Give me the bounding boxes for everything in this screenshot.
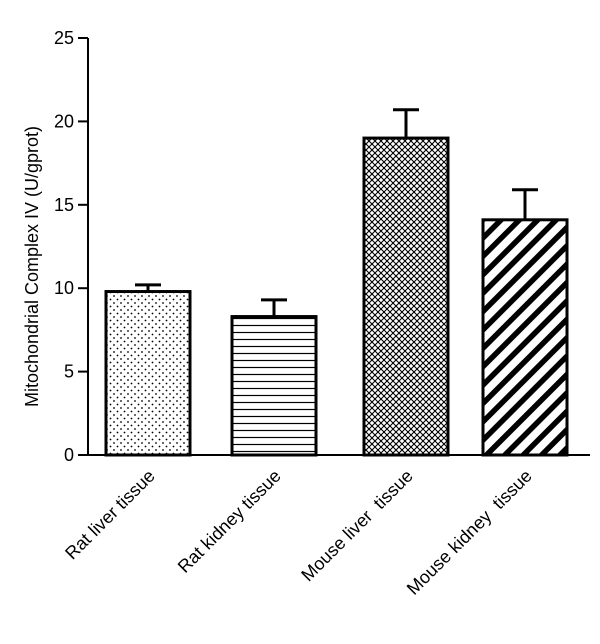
y-tick-label: 25 xyxy=(54,28,74,48)
y-ticks: 0 5 10 15 20 25 xyxy=(54,28,88,465)
bar-4 xyxy=(481,218,569,457)
bar-2 xyxy=(230,315,318,457)
x-tick-label: Mouse kidney tissue xyxy=(403,466,536,599)
bar-1 xyxy=(104,290,192,457)
x-tick-label: Rat kidney tissue xyxy=(174,466,285,577)
y-tick-label: 5 xyxy=(64,362,74,382)
y-axis-label: Mitochondrial Complex IV (U/gprot) xyxy=(22,126,42,407)
x-tick-labels: Rat liver tissue Rat kidney tissue Mouse l… xyxy=(61,466,536,599)
y-tick-label: 0 xyxy=(64,445,74,465)
x-tick-label: Rat liver tissue xyxy=(61,466,159,564)
bar-3 xyxy=(362,136,450,457)
bars xyxy=(104,136,569,457)
y-tick-label: 10 xyxy=(54,278,74,298)
y-tick-label: 20 xyxy=(54,111,74,131)
error-bars xyxy=(135,108,538,317)
y-tick-label: 15 xyxy=(54,195,74,215)
x-tick-label: Mouse liver tissue xyxy=(297,466,417,586)
